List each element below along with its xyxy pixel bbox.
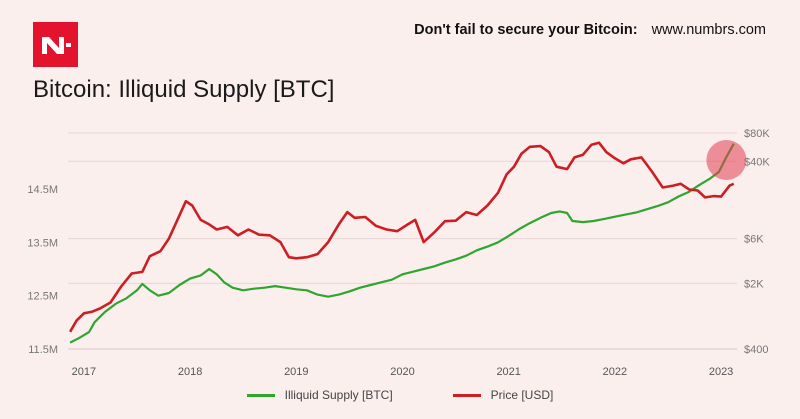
series-line-price <box>68 141 735 333</box>
y-left-tick-label: 14.5M <box>27 184 58 196</box>
y-right-tick-label: $40K <box>744 156 770 168</box>
chart-title: Bitcoin: Illiquid Supply [BTC] <box>33 76 335 103</box>
promo-banner: Don't fail to secure your Bitcoin: www.n… <box>414 22 766 38</box>
legend-item-illiquid-supply: Illiquid Supply [BTC] <box>246 388 393 402</box>
legend-label-illiquid-supply: Illiquid Supply [BTC] <box>284 388 393 402</box>
chart-legend: Illiquid Supply [BTC] Price [USD] <box>0 388 800 402</box>
promo-text: Don't fail to secure your Bitcoin: <box>414 22 638 38</box>
y-right-tick-label: $6K <box>744 234 764 246</box>
y-left-tick-label: 13.5M <box>27 237 58 249</box>
y-right-tick-label: $80K <box>744 128 770 140</box>
x-tick-label: 2017 <box>72 366 96 378</box>
x-tick-label: 2023 <box>709 366 733 378</box>
x-tick-label: 2020 <box>390 366 414 378</box>
y-left-tick-label: 11.5M <box>28 344 58 356</box>
legend-swatch-price <box>452 393 481 397</box>
y-left-tick-label: 12.5M <box>27 291 58 303</box>
numbrs-logo <box>33 22 78 67</box>
promo-link[interactable]: www.numbrs.com <box>651 22 766 38</box>
x-tick-label: 2022 <box>603 366 627 378</box>
x-tick-label: 2021 <box>496 366 520 378</box>
y-right-tick-label: $400 <box>744 344 768 356</box>
x-tick-label: 2018 <box>178 366 202 378</box>
series-line-illiquid-supply <box>69 143 735 344</box>
legend-label-price: Price [USD] <box>490 388 554 402</box>
x-tick-label: 2019 <box>284 366 308 378</box>
legend-swatch-illiquid-supply <box>246 393 275 397</box>
highlight-circle <box>706 140 747 180</box>
legend-item-price: Price [USD] <box>452 388 554 402</box>
y-right-tick-label: $2K <box>744 278 764 290</box>
numbrs-logo-icon <box>41 36 71 54</box>
